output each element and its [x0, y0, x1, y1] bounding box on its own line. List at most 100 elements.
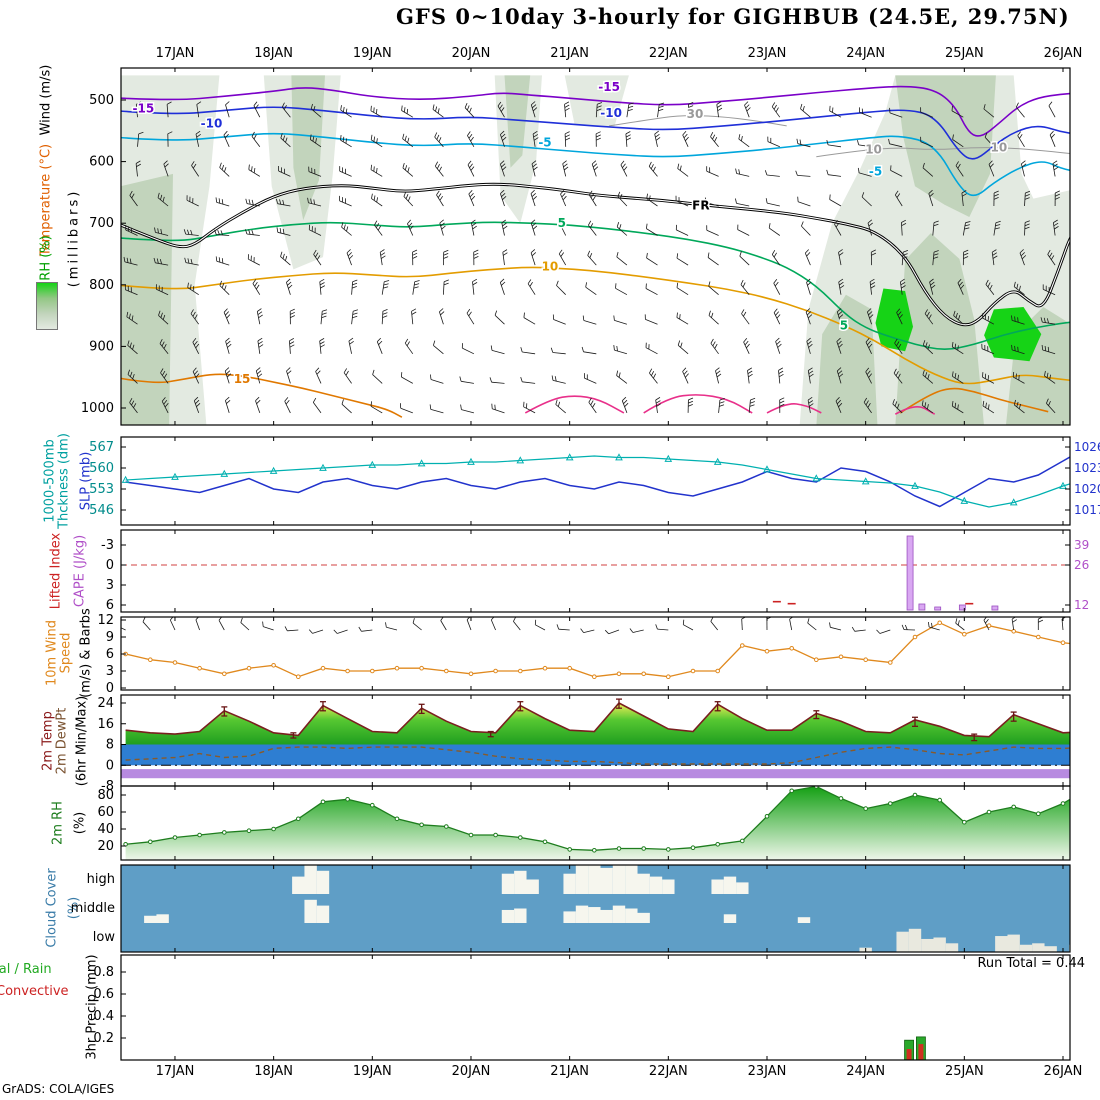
- svg-text:5: 5: [840, 318, 848, 332]
- svg-text:40: 40: [97, 822, 114, 837]
- svg-text:560: 560: [89, 461, 114, 476]
- thickness-axis-label-2: Thckness (dm): [56, 433, 72, 529]
- svg-text:-8: -8: [101, 779, 114, 794]
- svg-text:1000: 1000: [81, 401, 114, 416]
- cloud-row-high-label: high: [86, 872, 115, 887]
- svg-text:12: 12: [1074, 598, 1089, 612]
- svg-text:8: 8: [106, 738, 114, 753]
- svg-text:-5: -5: [538, 136, 551, 150]
- svg-text:3: 3: [106, 664, 114, 679]
- svg-text:1026: 1026: [1074, 440, 1100, 454]
- x-axis-label: 22JAN: [648, 46, 688, 61]
- svg-text:0.4: 0.4: [93, 1009, 114, 1024]
- svg-text:-15: -15: [598, 80, 620, 94]
- wind-axis-label: Wind (m/s): [38, 64, 54, 136]
- svg-text:0: 0: [106, 558, 114, 573]
- svg-text:-5: -5: [869, 164, 882, 178]
- x-axis-label: 18JAN: [254, 1064, 294, 1079]
- svg-text:700: 700: [89, 216, 114, 231]
- svg-text:30: 30: [687, 107, 704, 121]
- grads-credit: GrADS: COLA/IGES: [2, 1082, 115, 1096]
- svg-text:1017: 1017: [1074, 503, 1100, 517]
- svg-text:6: 6: [106, 647, 114, 662]
- svg-text:800: 800: [89, 278, 114, 293]
- x-axis-label: 23JAN: [747, 46, 787, 61]
- x-axis-label: 17JAN: [155, 1064, 195, 1079]
- svg-text:-10: -10: [600, 106, 622, 120]
- svg-text:-3: -3: [101, 538, 114, 553]
- svg-text:0: 0: [106, 681, 114, 696]
- svg-text:10: 10: [991, 140, 1008, 154]
- svg-text:900: 900: [89, 339, 114, 354]
- precip-total-rain-label: Total / Rain: [0, 962, 52, 977]
- svg-text:567: 567: [89, 440, 114, 455]
- cape-axis-label: CAPE (J/kg): [72, 534, 88, 608]
- svg-text:10: 10: [865, 142, 882, 156]
- dewpt-axis-label: 2m DewPt: [54, 707, 70, 775]
- rh-colorbar: [36, 282, 58, 330]
- svg-text:10: 10: [542, 259, 559, 273]
- x-axis-bottom: 17JAN 18JAN 19JAN 20JAN 21JAN 22JAN 23JAN 24JAN…: [0, 1064, 1100, 1080]
- cloud-row-middle-label: middle: [70, 901, 115, 916]
- svg-text:80: 80: [97, 788, 114, 803]
- svg-text:500: 500: [89, 93, 114, 108]
- x-axis-label: 21JAN: [550, 1064, 590, 1079]
- t2m-axis-label: 2m Temp: [40, 711, 56, 771]
- x-axis-label: 24JAN: [846, 46, 886, 61]
- wind10m-axis-label-1: 10m Wind: [44, 619, 60, 687]
- lifted-index-axis-label: Lifted Index: [48, 532, 64, 610]
- cloud-row-low-label: low: [92, 930, 115, 945]
- x-axis-label: 19JAN: [352, 1064, 392, 1079]
- svg-text:-15: -15: [133, 102, 155, 116]
- minmax-axis-label: (6hr Min/Max): [74, 695, 90, 787]
- x-axis-label: 23JAN: [747, 1064, 787, 1079]
- svg-text:20: 20: [97, 839, 114, 854]
- x-axis-label: 25JAN: [944, 46, 984, 61]
- svg-text:600: 600: [89, 155, 114, 170]
- svg-text:546: 546: [89, 503, 114, 518]
- svg-text:-10: -10: [201, 116, 223, 130]
- x-axis-top: 17JAN 18JAN 19JAN 20JAN 21JAN 22JAN 23JAN 24JAN…: [0, 46, 1100, 62]
- pressure-axis-label: (millibars): [66, 188, 82, 288]
- x-axis-label: 21JAN: [550, 46, 590, 61]
- run-total-text: Run Total = 0.44: [977, 956, 1085, 971]
- svg-text:39: 39: [1074, 538, 1089, 552]
- svg-text:553: 553: [89, 482, 114, 497]
- svg-text:15: 15: [234, 372, 251, 386]
- svg-text:0.2: 0.2: [93, 1031, 114, 1046]
- svg-text:3: 3: [106, 578, 114, 593]
- x-axis-label: 17JAN: [155, 46, 195, 61]
- x-axis-label: 20JAN: [451, 46, 491, 61]
- svg-text:6: 6: [106, 598, 114, 613]
- x-axis-label: 24JAN: [846, 1064, 886, 1079]
- wind10m-axis-label-2: Speed: [58, 632, 74, 674]
- barbs-axis-label: (m/s) & Barbs: [78, 608, 94, 698]
- svg-text:26: 26: [1074, 558, 1089, 572]
- svg-text:FR: FR: [692, 198, 709, 212]
- rh-axis-label: RH (%): [38, 235, 54, 281]
- rh2m-pct-axis-label: (%): [72, 811, 88, 835]
- rh2m-axis-label: 2m RH: [50, 801, 66, 845]
- x-axis-label: 25JAN: [944, 1064, 984, 1079]
- slp-axis-label: SLP (mb): [78, 451, 94, 511]
- x-axis-label: 26JAN: [1043, 46, 1083, 61]
- svg-text:12: 12: [97, 613, 114, 628]
- svg-text:60: 60: [97, 805, 114, 820]
- svg-text:0.8: 0.8: [93, 965, 114, 980]
- svg-text:1020: 1020: [1074, 482, 1100, 496]
- x-axis-label: 22JAN: [648, 1064, 688, 1079]
- svg-text:16: 16: [97, 717, 114, 732]
- x-axis-label: 19JAN: [352, 46, 392, 61]
- svg-text:5: 5: [558, 216, 566, 230]
- x-axis-label: 18JAN: [254, 46, 294, 61]
- precip-convective-label: Convective: [0, 984, 69, 999]
- precip-axis-label: 3hr Precip (mm): [84, 954, 100, 1060]
- thickness-axis-label-1: 1000-500mb: [42, 439, 58, 523]
- svg-text:0: 0: [106, 758, 114, 773]
- svg-text:0.6: 0.6: [93, 987, 114, 1002]
- x-axis-label: 26JAN: [1043, 1064, 1083, 1079]
- x-axis-label: 20JAN: [451, 1064, 491, 1079]
- svg-text:24: 24: [97, 696, 114, 711]
